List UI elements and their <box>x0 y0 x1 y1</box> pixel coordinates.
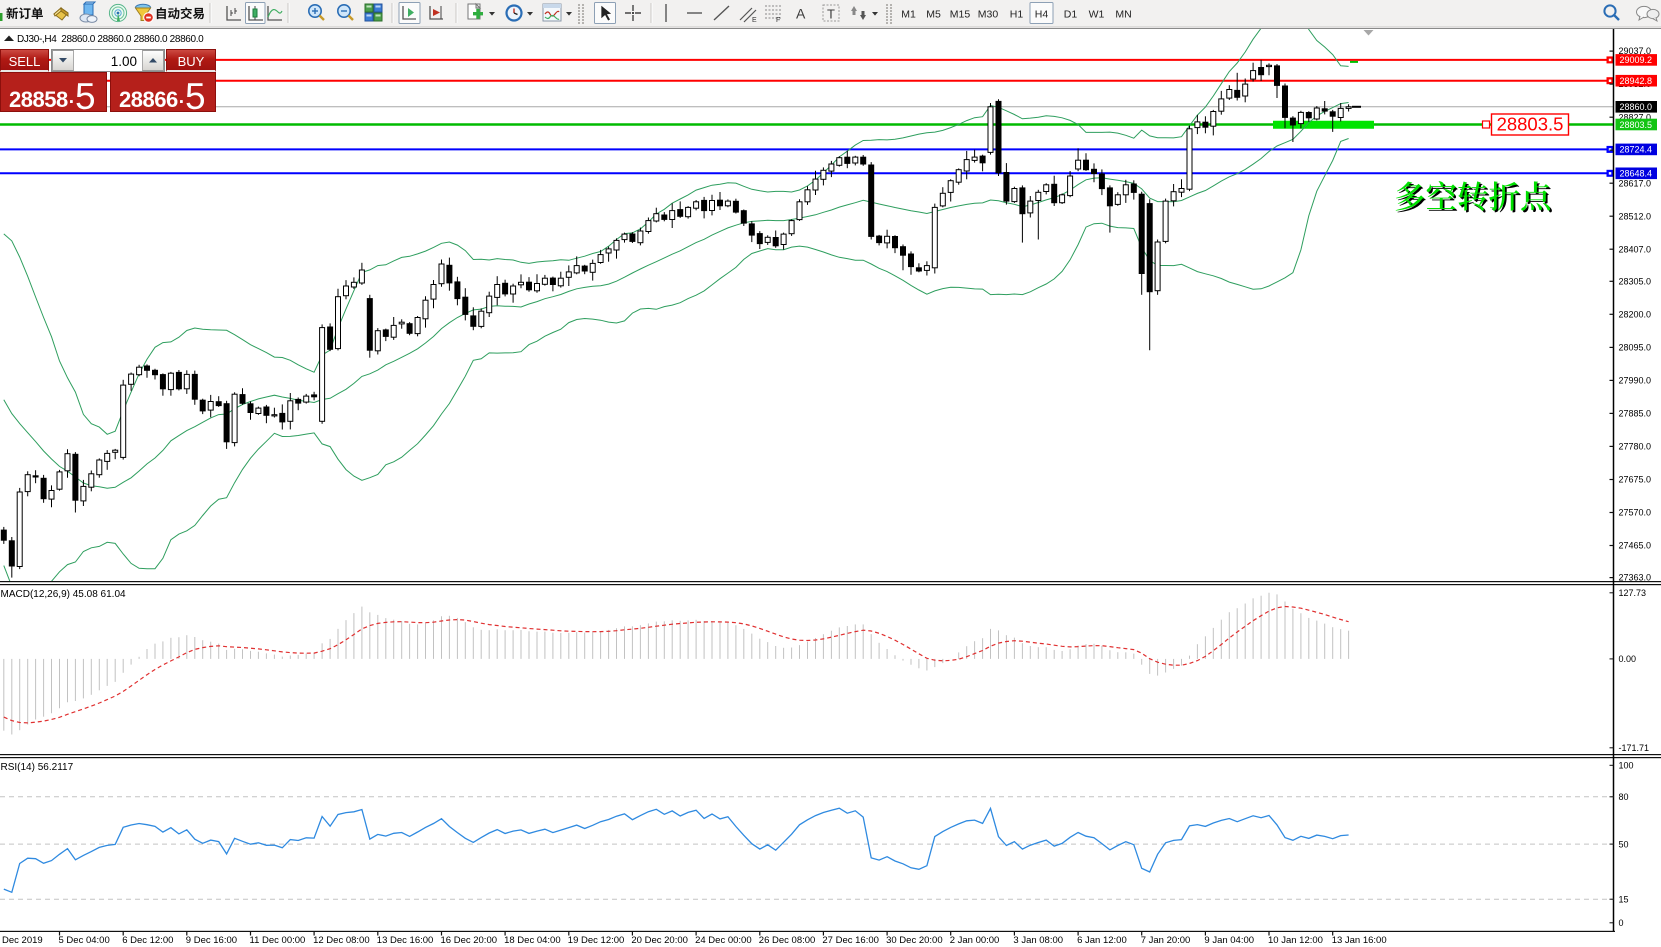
svg-text:11 Dec 00:00: 11 Dec 00:00 <box>250 935 306 946</box>
svg-text:28095.0: 28095.0 <box>1619 343 1652 353</box>
svg-text:0.00: 0.00 <box>1619 654 1637 664</box>
svg-text:M15: M15 <box>950 9 971 21</box>
svg-text:18 Dec 04:00: 18 Dec 04:00 <box>504 935 561 946</box>
svg-text:28200.0: 28200.0 <box>1619 309 1652 319</box>
svg-text:28617.0: 28617.0 <box>1619 178 1652 188</box>
svg-text:27990.0: 27990.0 <box>1619 376 1652 386</box>
svg-text:2 Jan 00:00: 2 Jan 00:00 <box>950 935 1000 946</box>
svg-text:28860.0: 28860.0 <box>1620 102 1653 112</box>
svg-text:30 Dec 20:00: 30 Dec 20:00 <box>886 935 943 946</box>
svg-text:28305.0: 28305.0 <box>1619 276 1652 286</box>
svg-text:H4: H4 <box>1035 9 1049 21</box>
svg-text:12 Dec 08:00: 12 Dec 08:00 <box>313 935 370 946</box>
svg-text:13 Jan 16:00: 13 Jan 16:00 <box>1332 935 1387 946</box>
svg-text:28942.8: 28942.8 <box>1620 76 1653 86</box>
svg-text:28803.5: 28803.5 <box>1497 114 1564 135</box>
svg-text:M1: M1 <box>901 9 916 21</box>
svg-text:9 Jan 04:00: 9 Jan 04:00 <box>1204 935 1254 946</box>
svg-text:80: 80 <box>1619 792 1629 802</box>
svg-text:24 Dec 00:00: 24 Dec 00:00 <box>695 935 752 946</box>
svg-text:28512.0: 28512.0 <box>1619 211 1652 221</box>
svg-text:F: F <box>776 17 780 24</box>
svg-text:RSI(14) 56.2117: RSI(14) 56.2117 <box>1 762 74 773</box>
svg-text:10 Jan 12:00: 10 Jan 12:00 <box>1268 935 1323 946</box>
svg-text:28803.5: 28803.5 <box>1620 120 1653 130</box>
svg-text:-171.71: -171.71 <box>1619 743 1650 753</box>
svg-text:M5: M5 <box>926 9 941 21</box>
svg-text:T: T <box>827 7 835 22</box>
svg-text:6 Jan 12:00: 6 Jan 12:00 <box>1077 935 1127 946</box>
svg-text:W1: W1 <box>1089 9 1105 21</box>
svg-text:29009.2: 29009.2 <box>1620 55 1653 65</box>
svg-text:27675.0: 27675.0 <box>1619 475 1652 485</box>
svg-text:26 Dec 08:00: 26 Dec 08:00 <box>759 935 816 946</box>
svg-text:127.73: 127.73 <box>1619 588 1647 598</box>
svg-text:DJ30-,H4 28860.0 28860.0 2886: DJ30-,H4 28860.0 28860.0 28860.0 28860.0 <box>17 34 204 45</box>
svg-text:28648.4: 28648.4 <box>1620 169 1653 179</box>
svg-text:D1: D1 <box>1064 9 1078 21</box>
svg-text:15: 15 <box>1619 894 1629 904</box>
svg-text:27570.0: 27570.0 <box>1619 508 1652 518</box>
svg-text:13 Dec 16:00: 13 Dec 16:00 <box>377 935 434 946</box>
svg-text:50: 50 <box>1619 839 1629 849</box>
svg-text:28724.4: 28724.4 <box>1620 145 1653 155</box>
svg-text:E: E <box>752 17 757 24</box>
svg-text:20 Dec 20:00: 20 Dec 20:00 <box>631 935 688 946</box>
svg-text:16 Dec 20:00: 16 Dec 20:00 <box>441 935 498 946</box>
svg-text:M30: M30 <box>978 9 999 21</box>
svg-text:7 Jan 20:00: 7 Jan 20:00 <box>1141 935 1191 946</box>
svg-text:A: A <box>796 6 806 22</box>
svg-text:0: 0 <box>1619 918 1624 928</box>
svg-text:3 Jan 08:00: 3 Jan 08:00 <box>1013 935 1063 946</box>
svg-text:27 Dec 16:00: 27 Dec 16:00 <box>822 935 879 946</box>
svg-text:MN: MN <box>1115 9 1131 21</box>
svg-text:19 Dec 12:00: 19 Dec 12:00 <box>568 935 625 946</box>
svg-text:27780.0: 27780.0 <box>1619 442 1652 452</box>
svg-text:29037.0: 29037.0 <box>1619 46 1652 56</box>
svg-text:28407.0: 28407.0 <box>1619 244 1652 254</box>
svg-text:9 Dec 16:00: 9 Dec 16:00 <box>186 935 237 946</box>
svg-text:Dec 2019: Dec 2019 <box>2 935 43 946</box>
svg-text:MACD(12,26,9) 45.08 61.04: MACD(12,26,9) 45.08 61.04 <box>1 589 127 600</box>
svg-text:27363.0: 27363.0 <box>1619 573 1652 583</box>
svg-text:6 Dec 12:00: 6 Dec 12:00 <box>122 935 173 946</box>
svg-text:H1: H1 <box>1010 9 1024 21</box>
svg-text:27465.0: 27465.0 <box>1619 541 1652 551</box>
svg-text:28827.0: 28827.0 <box>1619 112 1652 122</box>
svg-text:5 Dec 04:00: 5 Dec 04:00 <box>59 935 110 946</box>
svg-text:100: 100 <box>1619 761 1634 771</box>
svg-text:27885.0: 27885.0 <box>1619 409 1652 419</box>
